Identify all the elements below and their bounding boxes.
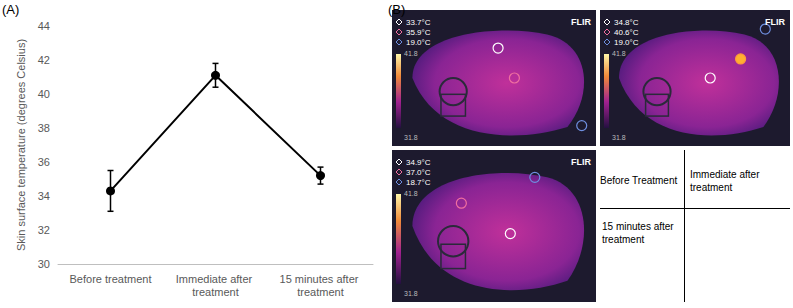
svg-text:35.9°C: 35.9°C: [406, 28, 431, 37]
svg-text:44: 44: [38, 20, 50, 32]
svg-text:31.8: 31.8: [404, 134, 418, 141]
svg-text:30: 30: [38, 258, 50, 270]
svg-text:41.8: 41.8: [612, 50, 626, 57]
svg-text:FLIR: FLIR: [571, 157, 591, 167]
svg-text:32: 32: [38, 224, 50, 236]
svg-text:40: 40: [38, 88, 50, 100]
svg-text:41.8: 41.8: [404, 190, 418, 197]
svg-text:15 minutes after: 15 minutes after: [280, 273, 362, 285]
svg-text:41.8: 41.8: [404, 50, 418, 57]
svg-text:34.9°C: 34.9°C: [406, 158, 431, 167]
svg-text:40.6°C: 40.6°C: [614, 28, 639, 37]
html-text:Before Treatment: Before Treatment: [600, 175, 678, 186]
svg-text:Skin surface temperature (degr: Skin surface temperature (degrees Celsiu…: [15, 39, 27, 251]
svg-text:42: 42: [38, 54, 50, 66]
svg-text:34: 34: [38, 190, 50, 202]
svg-text:33.7°C: 33.7°C: [406, 18, 431, 27]
html-text:Immediate after treatment: Immediate after treatment: [690, 169, 760, 193]
svg-text:31.8: 31.8: [404, 290, 418, 297]
svg-text:FLIR: FLIR: [571, 17, 591, 27]
svg-text:Immediate after: Immediate after: [176, 273, 255, 285]
svg-text:18.7°C: 18.7°C: [406, 178, 431, 187]
svg-text:19.0°C: 19.0°C: [614, 38, 639, 47]
svg-text:19.0°C: 19.0°C: [406, 38, 431, 47]
svg-text:37.0°C: 37.0°C: [406, 168, 431, 177]
svg-text:36: 36: [38, 156, 50, 168]
html-text:(B): (B): [388, 2, 406, 17]
svg-text:treatment: treatment: [192, 286, 238, 298]
svg-text:treatment: treatment: [297, 286, 343, 298]
svg-text:31.8: 31.8: [612, 134, 626, 141]
html-text:(A): (A): [2, 2, 20, 17]
html-text:15 minutes after treatment: 15 minutes after treatment: [602, 221, 674, 245]
svg-text:Before treatment: Before treatment: [70, 273, 152, 285]
svg-text:34.8°C: 34.8°C: [614, 18, 639, 27]
svg-text:38: 38: [38, 122, 50, 134]
svg-text:FLIR: FLIR: [765, 17, 785, 27]
